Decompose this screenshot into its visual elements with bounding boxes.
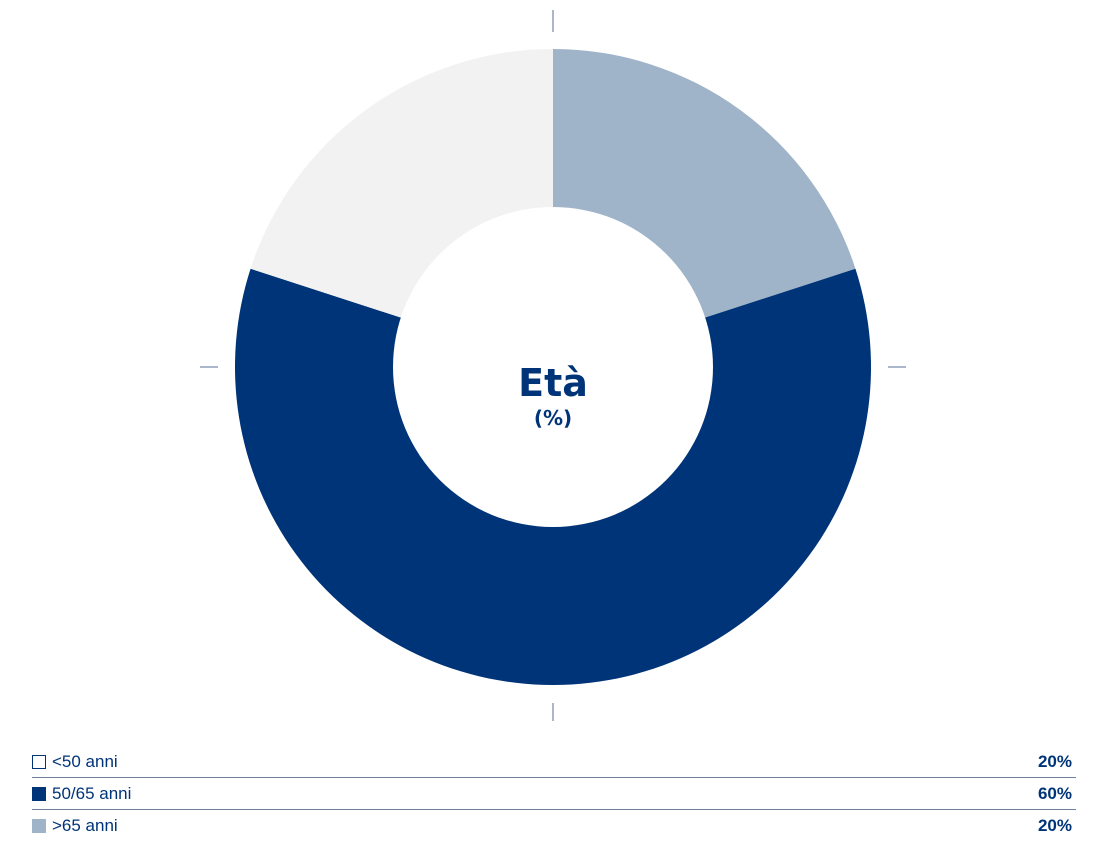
donut-hole bbox=[393, 207, 713, 527]
legend-item-under-50: <50 anni 20% bbox=[32, 746, 1076, 778]
legend-item-over-65: >65 anni 20% bbox=[32, 810, 1076, 842]
legend-label: >65 anni bbox=[52, 816, 118, 835]
legend-item-50-65: 50/65 anni 60% bbox=[32, 778, 1076, 810]
chart-subtitle: (%) bbox=[534, 406, 572, 430]
legend-label: 50/65 anni bbox=[52, 784, 132, 803]
chart-legend: <50 anni 20% 50/65 anni 60% >65 anni 20% bbox=[32, 746, 1076, 842]
chart-title: Età bbox=[518, 361, 588, 405]
legend-value: 60% bbox=[1037, 784, 1072, 803]
chart-tick-marks bbox=[200, 10, 906, 721]
donut-chart: Età (%) bbox=[200, 10, 906, 721]
legend-value: 20% bbox=[1037, 816, 1072, 835]
legend-swatch-under-50 bbox=[32, 755, 46, 769]
legend-label: <50 anni bbox=[52, 752, 118, 771]
legend-value: 20% bbox=[1037, 752, 1072, 771]
legend-swatch-over-65 bbox=[32, 819, 46, 833]
legend-swatch-50-65 bbox=[32, 787, 46, 801]
